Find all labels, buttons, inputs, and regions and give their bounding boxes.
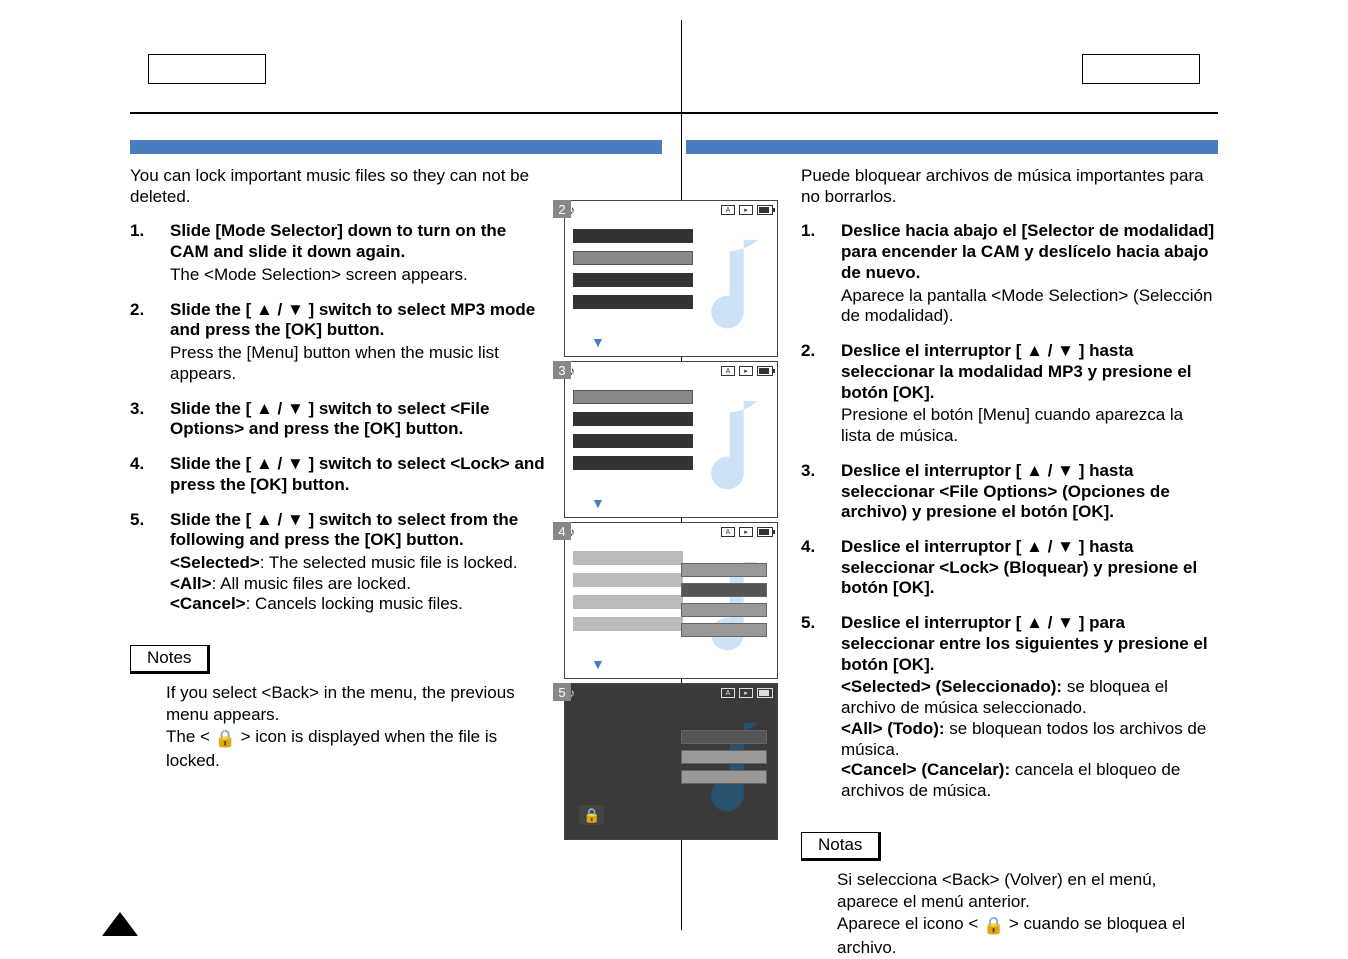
screen-4-number: 4 — [553, 522, 571, 540]
right-opt-selected-k: <Selected> (Seleccionado): — [841, 677, 1062, 696]
right-step-4-title: Deslice el interruptor [ ▲ / ▼ ] hasta s… — [841, 537, 1218, 599]
battery-icon — [757, 366, 773, 376]
mode-icon: A — [721, 205, 735, 215]
right-options: <Selected> (Seleccionado): se bloquea el… — [841, 677, 1218, 801]
left-options: <Selected>: The selected music file is l… — [170, 553, 547, 615]
down-arrow-icon: ▼ — [591, 656, 605, 672]
rec-icon: ▸ — [739, 366, 753, 376]
left-opt-cancel-v: : Cancels locking music files. — [246, 594, 463, 613]
left-opt-all-v: : All music files are locked. — [212, 574, 411, 593]
right-note-1: Si selecciona <Back> (Volver) en el menú… — [837, 869, 1218, 913]
down-arrow-icon: ▼ — [591, 334, 605, 350]
mode-icon: A — [721, 688, 735, 698]
top-horizontal-rule — [130, 112, 1218, 114]
right-notes-label: Notas — [801, 832, 881, 861]
page-triangle-icon — [102, 912, 138, 936]
right-step-5-title: Deslice el interruptor [ ▲ / ▼ ] para se… — [841, 613, 1218, 675]
left-notes-body: If you select <Back> in the menu, the pr… — [130, 682, 547, 772]
right-opt-cancel-k: <Cancel> (Cancelar): — [841, 760, 1010, 779]
battery-icon — [757, 688, 773, 698]
screen-3-number: 3 — [553, 361, 571, 379]
bignote-icon — [697, 388, 767, 507]
right-intro: Puede bloquear archivos de música import… — [801, 166, 1218, 207]
menu-overlay — [681, 730, 767, 790]
screen-5: 5 ♪ A▸ 🔒 — [564, 683, 778, 840]
top-right-empty-box — [1082, 54, 1200, 84]
lock-icon: 🔒 — [215, 728, 236, 750]
left-step-3-title: Slide the [ ▲ / ▼ ] switch to select <Fi… — [170, 399, 547, 440]
left-note-2: The < 🔒 > icon is displayed when the fil… — [166, 726, 547, 772]
left-intro: You can lock important music files so th… — [130, 166, 547, 207]
mode-icon: A — [721, 527, 735, 537]
right-opt-all-k: <All> (Todo): — [841, 719, 945, 738]
battery-icon — [757, 205, 773, 215]
right-steps: Deslice hacia abajo el [Selector de moda… — [801, 221, 1218, 801]
right-step-2-title: Deslice el interruptor [ ▲ / ▼ ] hasta s… — [841, 341, 1218, 403]
right-step-1-sub: Aparece la pantalla <Mode Selection> (Se… — [841, 286, 1218, 327]
left-step-2-sub: Press the [Menu] button when the music l… — [170, 343, 547, 384]
left-notes-label: Notes — [130, 645, 210, 674]
top-left-empty-box — [148, 54, 266, 84]
right-step-2-sub: Presione el botón [Menu] cuando aparezca… — [841, 405, 1218, 446]
screen-5-number: 5 — [553, 683, 571, 701]
left-note-1: If you select <Back> in the menu, the pr… — [166, 682, 547, 726]
screen-2-number: 2 — [553, 200, 571, 218]
right-step-3-title: Deslice el interruptor [ ▲ / ▼ ] hasta s… — [841, 461, 1218, 523]
screen-2: 2 ♪ A▸ ▼ — [564, 200, 778, 357]
left-opt-all-k: <All> — [170, 574, 212, 593]
down-arrow-icon: ▼ — [591, 495, 605, 511]
mode-icon: A — [721, 366, 735, 376]
right-notes-body: Si selecciona <Back> (Volver) en el menú… — [801, 869, 1218, 959]
rec-icon: ▸ — [739, 205, 753, 215]
screen-4: 4 ♪ A▸ ▼ — [564, 522, 778, 679]
left-step-1-sub: The <Mode Selection> screen appears. — [170, 265, 547, 286]
left-step-4-title: Slide the [ ▲ / ▼ ] switch to select <Lo… — [170, 454, 547, 495]
lock-icon: 🔒 — [983, 915, 1004, 937]
left-steps: Slide [Mode Selector] down to turn on th… — [130, 221, 547, 615]
battery-icon — [757, 527, 773, 537]
bignote-icon — [697, 227, 767, 346]
left-opt-cancel-k: <Cancel> — [170, 594, 246, 613]
right-note-2: Aparece el icono < 🔒 > cuando se bloquea… — [837, 913, 1218, 959]
center-screens: 2 ♪ A▸ ▼ 3 ♪ A▸ ▼ 4 ♪ A▸ ▼ — [564, 200, 784, 844]
left-step-2-title: Slide the [ ▲ / ▼ ] switch to select MP3… — [170, 300, 547, 341]
blue-header-bars — [130, 140, 1218, 154]
left-opt-selected-v: : The selected music file is locked. — [260, 553, 518, 572]
left-step-1-title: Slide [Mode Selector] down to turn on th… — [170, 221, 547, 262]
menu-overlay — [681, 563, 767, 643]
rec-icon: ▸ — [739, 527, 753, 537]
left-opt-selected-k: <Selected> — [170, 553, 260, 572]
lock-icon: 🔒 — [579, 805, 604, 825]
rec-icon: ▸ — [739, 688, 753, 698]
screen-3: 3 ♪ A▸ ▼ — [564, 361, 778, 518]
left-step-5-title: Slide the [ ▲ / ▼ ] switch to select fro… — [170, 510, 547, 551]
right-step-1-title: Deslice hacia abajo el [Selector de moda… — [841, 221, 1218, 283]
